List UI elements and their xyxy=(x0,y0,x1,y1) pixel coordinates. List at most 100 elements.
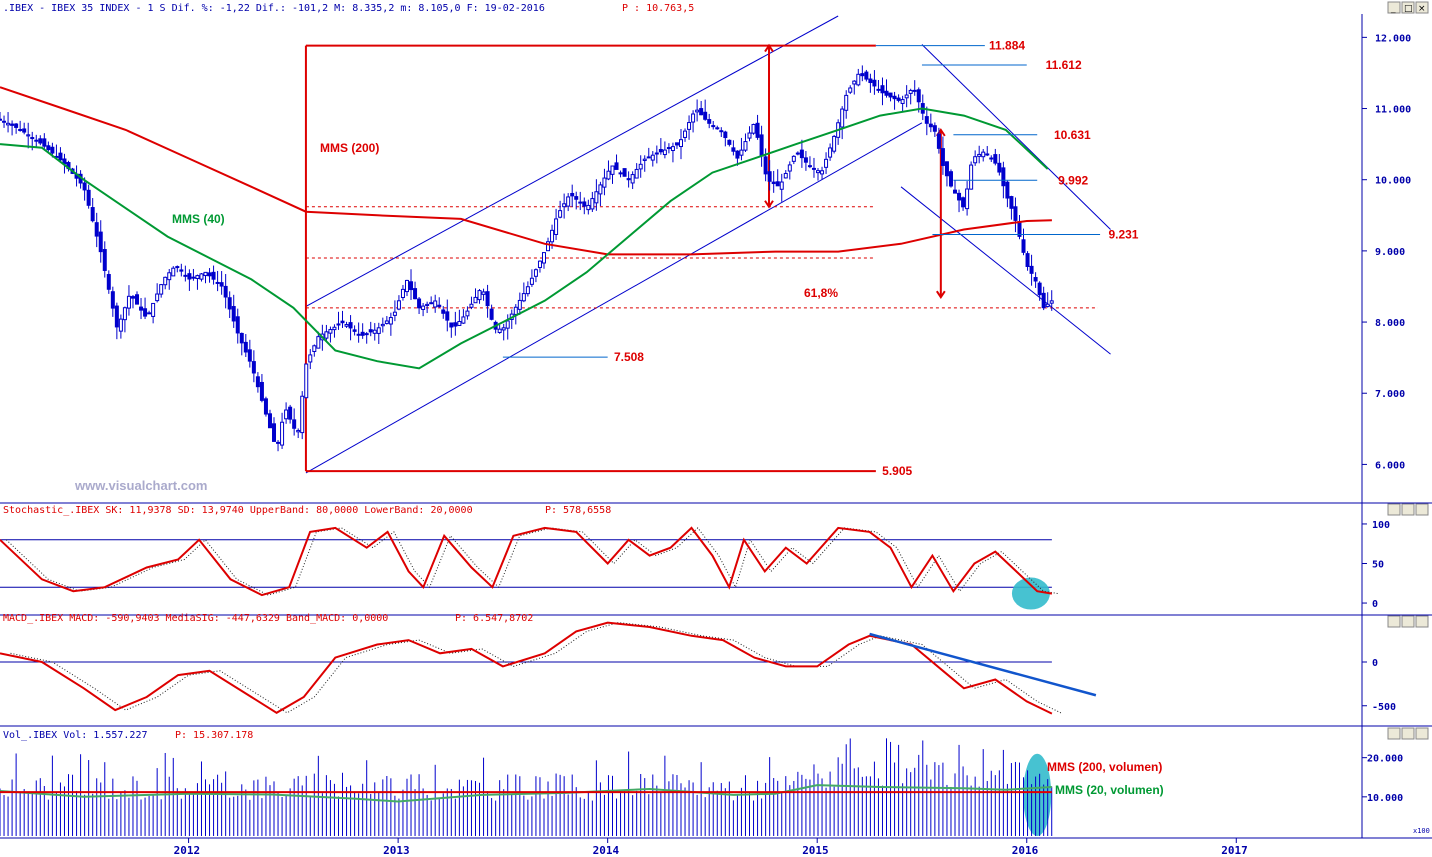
candle xyxy=(139,298,144,320)
candle-body xyxy=(880,85,885,94)
candle-body xyxy=(425,303,430,307)
candle xyxy=(179,263,184,277)
maximize-button[interactable] xyxy=(1401,1,1415,14)
candle-body xyxy=(1029,265,1034,274)
candle xyxy=(183,265,188,282)
candle-body xyxy=(409,281,414,291)
candle xyxy=(195,274,200,290)
candle-body xyxy=(856,73,861,86)
stochastic-minimize-button[interactable] xyxy=(1387,503,1401,516)
candle-body xyxy=(896,97,901,101)
candle xyxy=(102,241,107,278)
macd-maximize-button[interactable] xyxy=(1401,615,1415,628)
candle xyxy=(719,127,724,137)
candle-body xyxy=(223,285,228,298)
stochastic-close-button[interactable] xyxy=(1415,503,1429,516)
candle-body xyxy=(1025,253,1030,267)
macd-close-button[interactable] xyxy=(1415,615,1429,628)
chart-title: .IBEX - IBEX 35 INDEX - 1 S Dif. %: -1,2… xyxy=(3,3,545,14)
candle-body xyxy=(340,320,345,324)
candle xyxy=(832,134,837,154)
candle xyxy=(263,396,268,417)
candle-body xyxy=(763,156,768,175)
candle xyxy=(336,311,341,330)
candle xyxy=(844,90,849,119)
candle-body xyxy=(6,122,11,126)
candle xyxy=(280,412,285,449)
candle xyxy=(421,303,426,317)
title-bar: .IBEX - IBEX 35 INDEX - 1 S Dif. %: -1,2… xyxy=(0,0,1432,14)
candle xyxy=(272,417,277,442)
candle-body xyxy=(940,148,945,166)
candle-body xyxy=(433,300,438,308)
candle-body xyxy=(711,125,716,128)
close-button[interactable] xyxy=(1415,1,1429,14)
candle-body xyxy=(139,306,144,311)
candle xyxy=(824,152,829,174)
volume-maximize-button[interactable] xyxy=(1401,727,1415,740)
candle-body xyxy=(312,345,317,352)
candle xyxy=(10,120,15,136)
candle-body xyxy=(445,311,450,321)
candle-body xyxy=(795,152,800,155)
candle-body xyxy=(239,332,244,344)
price-axis-label: 10.000 xyxy=(1375,176,1411,187)
candle-body xyxy=(578,201,583,204)
candle xyxy=(126,285,131,316)
candle-body xyxy=(280,421,285,446)
minimize-button[interactable] xyxy=(1387,1,1401,14)
candle-body xyxy=(525,286,530,295)
candle xyxy=(836,119,841,145)
candle-body xyxy=(292,419,297,429)
volume-close-button[interactable] xyxy=(1415,727,1429,740)
candle xyxy=(360,323,365,339)
candle xyxy=(211,265,216,285)
candle xyxy=(779,173,784,202)
candle-body xyxy=(449,322,454,328)
candle-body xyxy=(497,328,502,333)
candle xyxy=(219,271,224,295)
candle xyxy=(1013,197,1018,233)
candle xyxy=(965,181,970,216)
candle-body xyxy=(969,164,974,190)
candle xyxy=(662,141,667,159)
candle-body xyxy=(348,322,353,329)
price-axis-label: 7.000 xyxy=(1375,389,1405,400)
candle-body xyxy=(892,95,897,100)
candle xyxy=(1029,254,1034,286)
candle xyxy=(1037,281,1042,301)
candle xyxy=(147,310,152,315)
candle xyxy=(0,112,2,121)
candle xyxy=(715,125,720,130)
candle xyxy=(981,148,986,162)
candle-body xyxy=(352,329,357,332)
candle xyxy=(143,297,148,320)
candle xyxy=(751,123,756,135)
volume-minimize-button[interactable] xyxy=(1387,727,1401,740)
candle xyxy=(231,294,236,328)
candle-body xyxy=(489,308,494,320)
candle xyxy=(610,165,615,184)
candle xyxy=(328,326,333,343)
candle-body xyxy=(852,80,857,85)
candle-body xyxy=(1021,239,1026,253)
candle-body xyxy=(570,192,575,197)
macd-minimize-button[interactable] xyxy=(1387,615,1401,628)
candle xyxy=(948,169,953,188)
candle-body xyxy=(110,291,115,309)
candle-body xyxy=(747,132,752,139)
candle-body xyxy=(634,168,639,179)
candle xyxy=(529,269,534,287)
candle-body xyxy=(666,147,671,150)
close-icon: × xyxy=(1418,4,1426,14)
candle-body xyxy=(82,182,87,191)
candle-body xyxy=(187,273,192,280)
candle-body xyxy=(642,158,647,161)
candle xyxy=(586,199,591,215)
candle xyxy=(803,151,808,171)
stochastic-maximize-button[interactable] xyxy=(1401,503,1415,516)
vol-highlight-oval xyxy=(1023,753,1052,836)
candle xyxy=(1005,180,1010,208)
candle-body xyxy=(183,274,188,277)
candle-body xyxy=(98,231,103,253)
